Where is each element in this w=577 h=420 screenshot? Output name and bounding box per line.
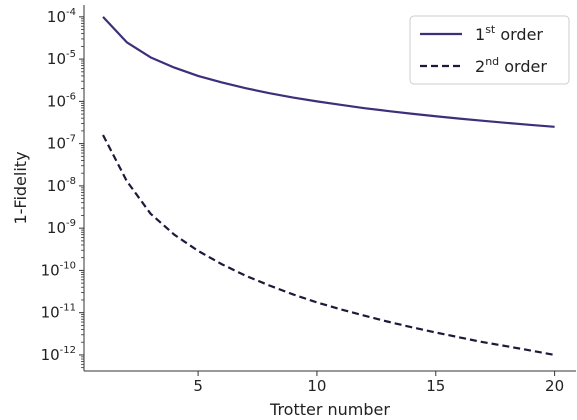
- y-tick-base: 10: [47, 8, 66, 26]
- legend-label-rest: order: [499, 57, 547, 76]
- y-tick-exponent: -5: [66, 49, 76, 60]
- y-tick-base: 10: [47, 135, 66, 153]
- x-tick-label: 20: [545, 377, 564, 395]
- y-tick-base: 10: [47, 177, 66, 195]
- y-tick-exponent: -4: [66, 7, 76, 18]
- series-line-1: [102, 16, 555, 128]
- y-tick-label: 10-7: [47, 134, 76, 153]
- x-tick-label: 5: [193, 377, 203, 395]
- y-tick-base: 10: [47, 50, 66, 68]
- legend-label-base: 2: [475, 57, 485, 76]
- y-tick-exponent: -9: [66, 218, 76, 229]
- y-tick-label: 10-8: [47, 176, 76, 195]
- legend-label-rest: order: [495, 25, 543, 44]
- y-tick-label: 10-12: [41, 345, 76, 364]
- y-tick-base: 10: [41, 261, 60, 279]
- legend-label-sup: st: [485, 23, 496, 36]
- y-tick-base: 10: [41, 304, 60, 322]
- y-tick-base: 10: [41, 346, 60, 364]
- legend-label-1: 1st order: [475, 23, 543, 44]
- y-tick-label: 10-10: [41, 260, 76, 279]
- x-ticks: 5 10 15 20: [193, 371, 564, 395]
- y-tick-label: 10-5: [47, 49, 76, 68]
- x-tick-label: 15: [426, 377, 445, 395]
- x-axis-label: Trotter number: [269, 400, 390, 419]
- y-tick-label: 10-4: [47, 7, 76, 26]
- y-tick-exponent: -8: [66, 176, 76, 187]
- legend-label-sup: nd: [485, 55, 499, 68]
- y-tick-exponent: -12: [60, 345, 76, 356]
- legend-label-base: 1: [475, 25, 485, 44]
- y-tick-label: 10-6: [47, 91, 76, 110]
- series-layer: [102, 16, 555, 357]
- y-tick-exponent: -7: [66, 134, 76, 145]
- y-tick-base: 10: [47, 219, 66, 237]
- legend-label-2: 2nd order: [475, 55, 547, 76]
- series-line-2: [102, 134, 555, 357]
- y-tick-label: 10-9: [47, 218, 76, 237]
- x-tick-label: 10: [307, 377, 326, 395]
- y-tick-exponent: -11: [60, 303, 76, 314]
- y-axis-label: 1-Fidelity: [11, 151, 30, 224]
- y-tick-label: 10-11: [41, 303, 76, 322]
- y-tick-exponent: -10: [60, 260, 76, 271]
- y-tick-exponent: -6: [66, 91, 76, 102]
- y-tick-base: 10: [47, 92, 66, 110]
